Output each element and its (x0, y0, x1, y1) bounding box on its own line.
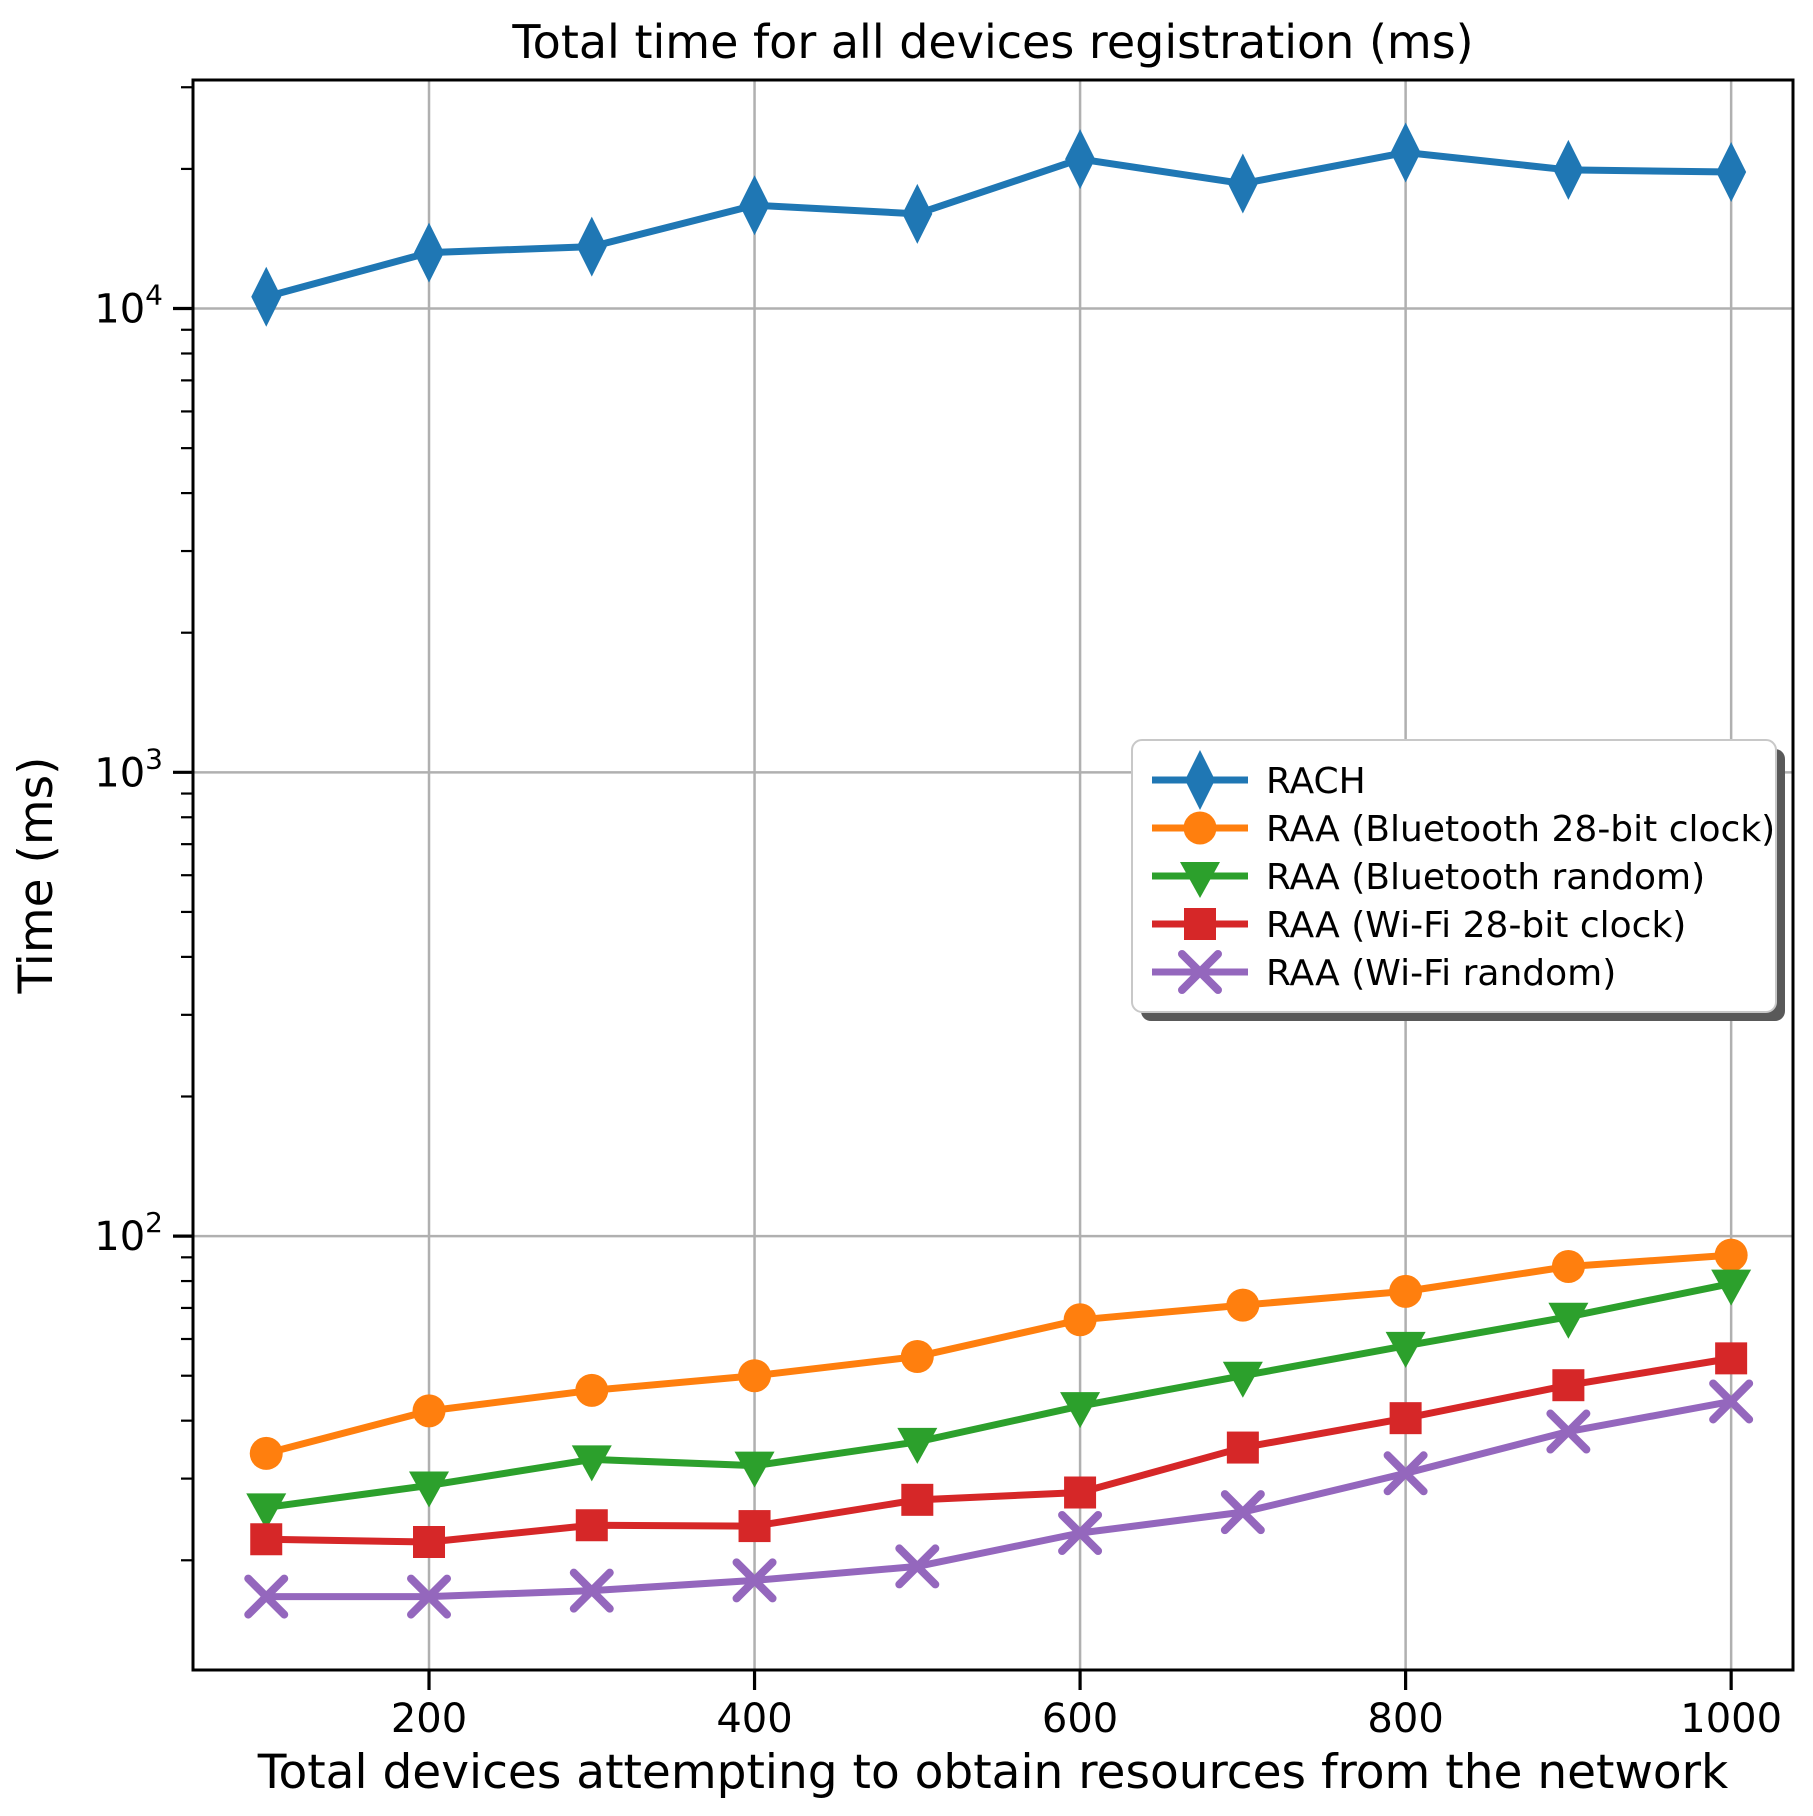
legend-label-raa-wi-fi-random: RAA (Wi-Fi random) (1266, 953, 1616, 994)
circle-marker (738, 1359, 772, 1393)
legend-entry-raa-wi-fi-28-bit-clock: RAA (Wi-Fi 28-bit clock) (1152, 905, 1686, 946)
x-marker (895, 1544, 940, 1589)
x-tick-label-600: 600 (1042, 1696, 1118, 1742)
series-line-raa-wi-fi-28-bit-clock (266, 1354, 1732, 1546)
x-tick-label-200: 200 (391, 1696, 467, 1742)
thin-diamond-marker (739, 175, 770, 236)
legend-label-raa-wi-fi-28-bit-clock: RAA (Wi-Fi 28-bit clock) (1266, 905, 1686, 946)
x-tick-label-800: 800 (1367, 1696, 1443, 1742)
thin-diamond-marker (1065, 129, 1096, 190)
triangle-down-marker (246, 1493, 287, 1530)
circle-marker (900, 1340, 934, 1374)
x-marker (569, 1568, 614, 1613)
thin-diamond-marker (576, 216, 607, 277)
x-marker (732, 1558, 777, 1603)
circle-marker (1389, 1274, 1423, 1308)
series-line-rach (265, 148, 1732, 301)
triangle-down-marker (1060, 1392, 1101, 1429)
chart-title: Total time for all devices registration … (511, 15, 1473, 69)
thin-diamond-marker (1227, 153, 1258, 214)
circle-marker (1183, 811, 1217, 845)
legend-entry-rach: RACH (1152, 750, 1366, 810)
axis-ticks (173, 86, 1733, 1690)
series-raa-bluetooth-random (246, 1269, 1752, 1530)
legend-entry-raa-bluetooth-28-bit-clock: RAA (Bluetooth 28-bit clock) (1152, 809, 1775, 850)
square-marker (1064, 1476, 1097, 1509)
y-tick-label-100: 102 (94, 1206, 163, 1260)
circle-marker (1226, 1288, 1260, 1322)
triangle-down-marker (897, 1427, 938, 1464)
x-marker (244, 1574, 289, 1619)
triangle-down-marker (1385, 1331, 1426, 1368)
triangle-down-marker (1180, 862, 1220, 898)
series-line-raa-wi-fi-random (266, 1398, 1732, 1601)
square-marker (1226, 1431, 1259, 1464)
thin-diamond-marker (1716, 141, 1747, 202)
legend-label-rach: RACH (1266, 761, 1366, 802)
x-marker (1178, 950, 1222, 994)
thin-diamond-marker (1185, 750, 1215, 810)
axis-tick-labels: 200 400 600 800 1000 102 103 104 (94, 279, 1782, 1742)
thin-diamond-marker (1390, 122, 1421, 183)
circle-marker (1551, 1249, 1585, 1283)
thin-diamond-marker (902, 183, 933, 244)
triangle-down-marker (409, 1471, 450, 1508)
x-axis-label: Total devices attempting to obtain resou… (257, 1745, 1729, 1800)
circle-marker (575, 1373, 609, 1407)
legend-entry-raa-bluetooth-random: RAA (Bluetooth random) (1152, 857, 1705, 898)
square-marker (738, 1510, 771, 1543)
thin-diamond-marker (251, 266, 282, 327)
circle-marker (249, 1436, 283, 1470)
legend-entry-raa-wi-fi-random: RAA (Wi-Fi random) (1152, 950, 1616, 994)
circle-marker (412, 1394, 446, 1428)
circle-marker (1714, 1238, 1748, 1272)
square-marker (1184, 908, 1216, 940)
circle-marker (1063, 1303, 1097, 1337)
square-marker (1715, 1342, 1748, 1375)
series-raa-wi-fi-random (244, 1379, 1754, 1619)
square-marker (1389, 1402, 1422, 1435)
y-tick-label-10000: 104 (94, 279, 163, 333)
triangle-down-marker (734, 1451, 775, 1488)
thin-diamond-marker (1553, 139, 1584, 200)
triangle-down-marker (1711, 1269, 1752, 1306)
series-rach (251, 122, 1747, 327)
legend-label-raa-bluetooth-28-bit-clock: RAA (Bluetooth 28-bit clock) (1266, 809, 1775, 850)
legend-label-raa-bluetooth-random: RAA (Bluetooth random) (1266, 857, 1705, 898)
x-marker (1546, 1409, 1591, 1454)
series-raa-wi-fi-28-bit-clock (250, 1342, 1748, 1559)
triangle-down-marker (571, 1445, 612, 1482)
x-tick-label-400: 400 (716, 1696, 792, 1742)
triangle-down-marker (1222, 1361, 1263, 1398)
x-marker (407, 1574, 452, 1619)
series-line-raa-bluetooth-28-bit-clock (265, 1251, 1732, 1457)
x-marker (1383, 1451, 1428, 1496)
thin-diamond-marker (414, 222, 445, 283)
square-marker (575, 1509, 608, 1542)
square-marker (901, 1483, 934, 1516)
square-marker (1552, 1369, 1585, 1402)
legend: RACH RAA (Bluetooth 28-bit clock) RAA (Blu… (1131, 739, 1785, 1021)
x-marker (1220, 1490, 1265, 1535)
square-marker (250, 1523, 283, 1556)
series-line-raa-bluetooth-random (265, 1280, 1732, 1511)
y-tick-label-1000: 103 (94, 742, 163, 796)
triangle-down-marker (1548, 1302, 1589, 1339)
legend-box (1131, 739, 1777, 1013)
y-axis-label: Time (ms) (9, 757, 64, 995)
x-marker (1058, 1511, 1103, 1556)
x-tick-label-1000: 1000 (1680, 1696, 1782, 1742)
square-marker (413, 1526, 446, 1559)
x-marker (1709, 1379, 1754, 1424)
data-series (244, 122, 1754, 1619)
series-raa-bluetooth-28-bit-clock (249, 1238, 1748, 1470)
